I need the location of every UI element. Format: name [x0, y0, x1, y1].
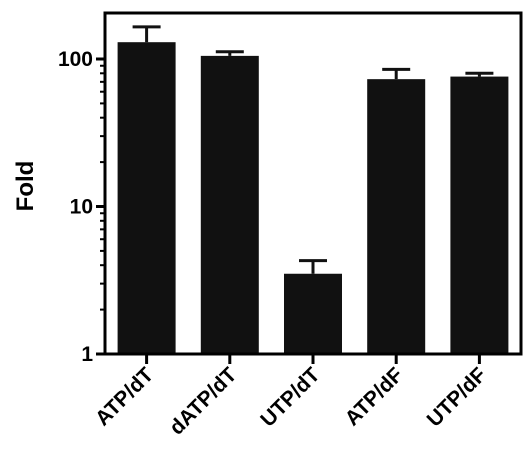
- x-tick-label: UTP/dF: [423, 363, 491, 431]
- x-tick-label: ATP/dF: [341, 363, 408, 430]
- axes-layer: [103, 11, 523, 356]
- bar: [367, 79, 426, 354]
- y-axis-title: Fold: [12, 161, 39, 212]
- bars-layer: [117, 42, 509, 355]
- y-tick-label: 100: [58, 48, 93, 71]
- x-tick-label: dATP/dT: [165, 363, 241, 439]
- x-tick-label: UTP/dT: [256, 363, 324, 431]
- bar: [284, 273, 342, 354]
- y-ticks-layer: 1 10 100: [58, 48, 105, 366]
- bar: [450, 76, 509, 355]
- error-bars-layer: [132, 25, 494, 274]
- y-tick-label: 1: [81, 343, 93, 366]
- bar: [117, 42, 176, 354]
- y-tick-label: 10: [70, 196, 93, 219]
- x-tick-label: ATP/dT: [91, 363, 158, 430]
- x-ticks-layer: ATP/dT dATP/dT UTP/dT ATP/dF UTP/dF: [91, 354, 491, 439]
- bar: [200, 55, 259, 355]
